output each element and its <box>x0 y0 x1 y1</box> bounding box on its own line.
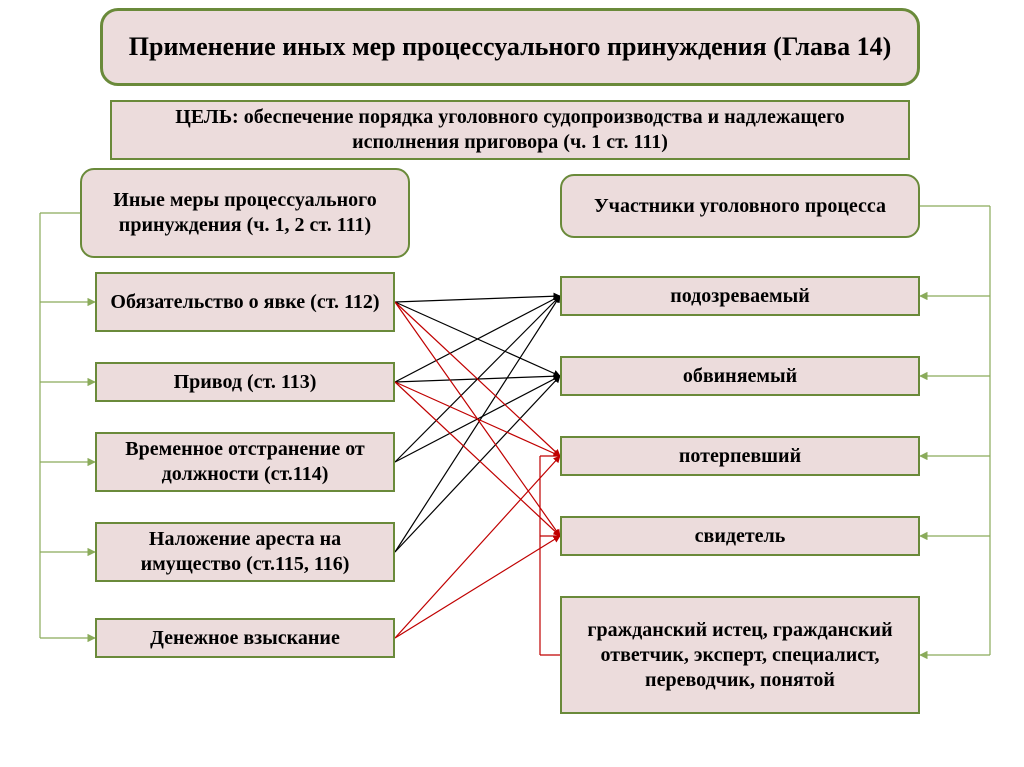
participant-box-3: потерпевший <box>560 436 920 476</box>
measure-box-5: Денежное взыскание <box>95 618 395 658</box>
measure-box-2: Привод (ст. 113) <box>95 362 395 402</box>
participant-box-2: обвиняемый <box>560 356 920 396</box>
measure-box-4: Наложение ареста на имущество (ст.115, 1… <box>95 522 395 582</box>
goal-box: ЦЕЛЬ: обеспечение порядка уголовного суд… <box>110 100 910 160</box>
title-box: Применение иных мер процессуального прин… <box>100 8 920 86</box>
participant-box-5: гражданский истец, гражданский ответчик,… <box>560 596 920 714</box>
participant-box-4: свидетель <box>560 516 920 556</box>
measure-box-3: Временное отстранение от должности (ст.1… <box>95 432 395 492</box>
participants-header: Участники уголовного процесса <box>560 174 920 238</box>
measures-header: Иные меры процессуального принуждения (ч… <box>80 168 410 258</box>
participant-box-1: подозреваемый <box>560 276 920 316</box>
measure-box-1: Обязательство о явке (ст. 112) <box>95 272 395 332</box>
